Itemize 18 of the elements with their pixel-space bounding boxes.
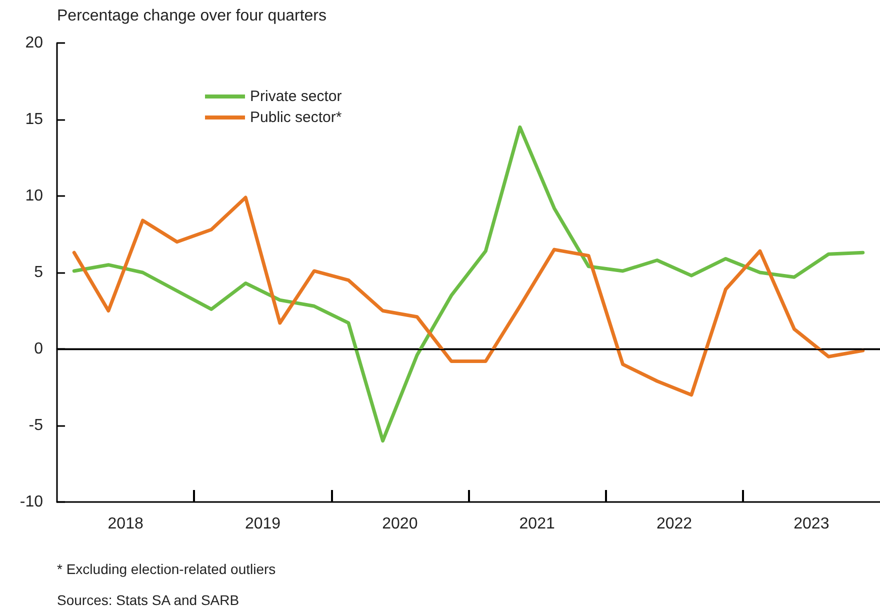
x-tick-label: 2023 <box>794 516 830 532</box>
y-tick-label: -5 <box>28 417 44 434</box>
y-tick-label: 5 <box>34 264 44 281</box>
y-tick-label: 10 <box>25 188 44 204</box>
x-tick-label: 2018 <box>108 516 144 532</box>
y-tick-label: 0 <box>34 340 44 358</box>
x-tick-label: 2022 <box>656 516 692 532</box>
source-note: Sources: Stats SA and SARB <box>57 592 240 608</box>
y-tick-label: 20 <box>25 34 44 52</box>
x-tick-label: 2019 <box>244 516 281 532</box>
y-axis-title: Percentage change over four quarters <box>57 8 326 24</box>
x-tick-label: 2021 <box>519 516 555 532</box>
legend-label: Public sector* <box>250 109 342 126</box>
legend-label: Private sector <box>250 88 342 105</box>
y-tick-label: -10 <box>20 494 44 510</box>
x-tick-label: 2020 <box>382 516 418 532</box>
text: * Excluding election-related outliers <box>57 561 276 577</box>
y-tick-label: 15 <box>25 111 44 128</box>
